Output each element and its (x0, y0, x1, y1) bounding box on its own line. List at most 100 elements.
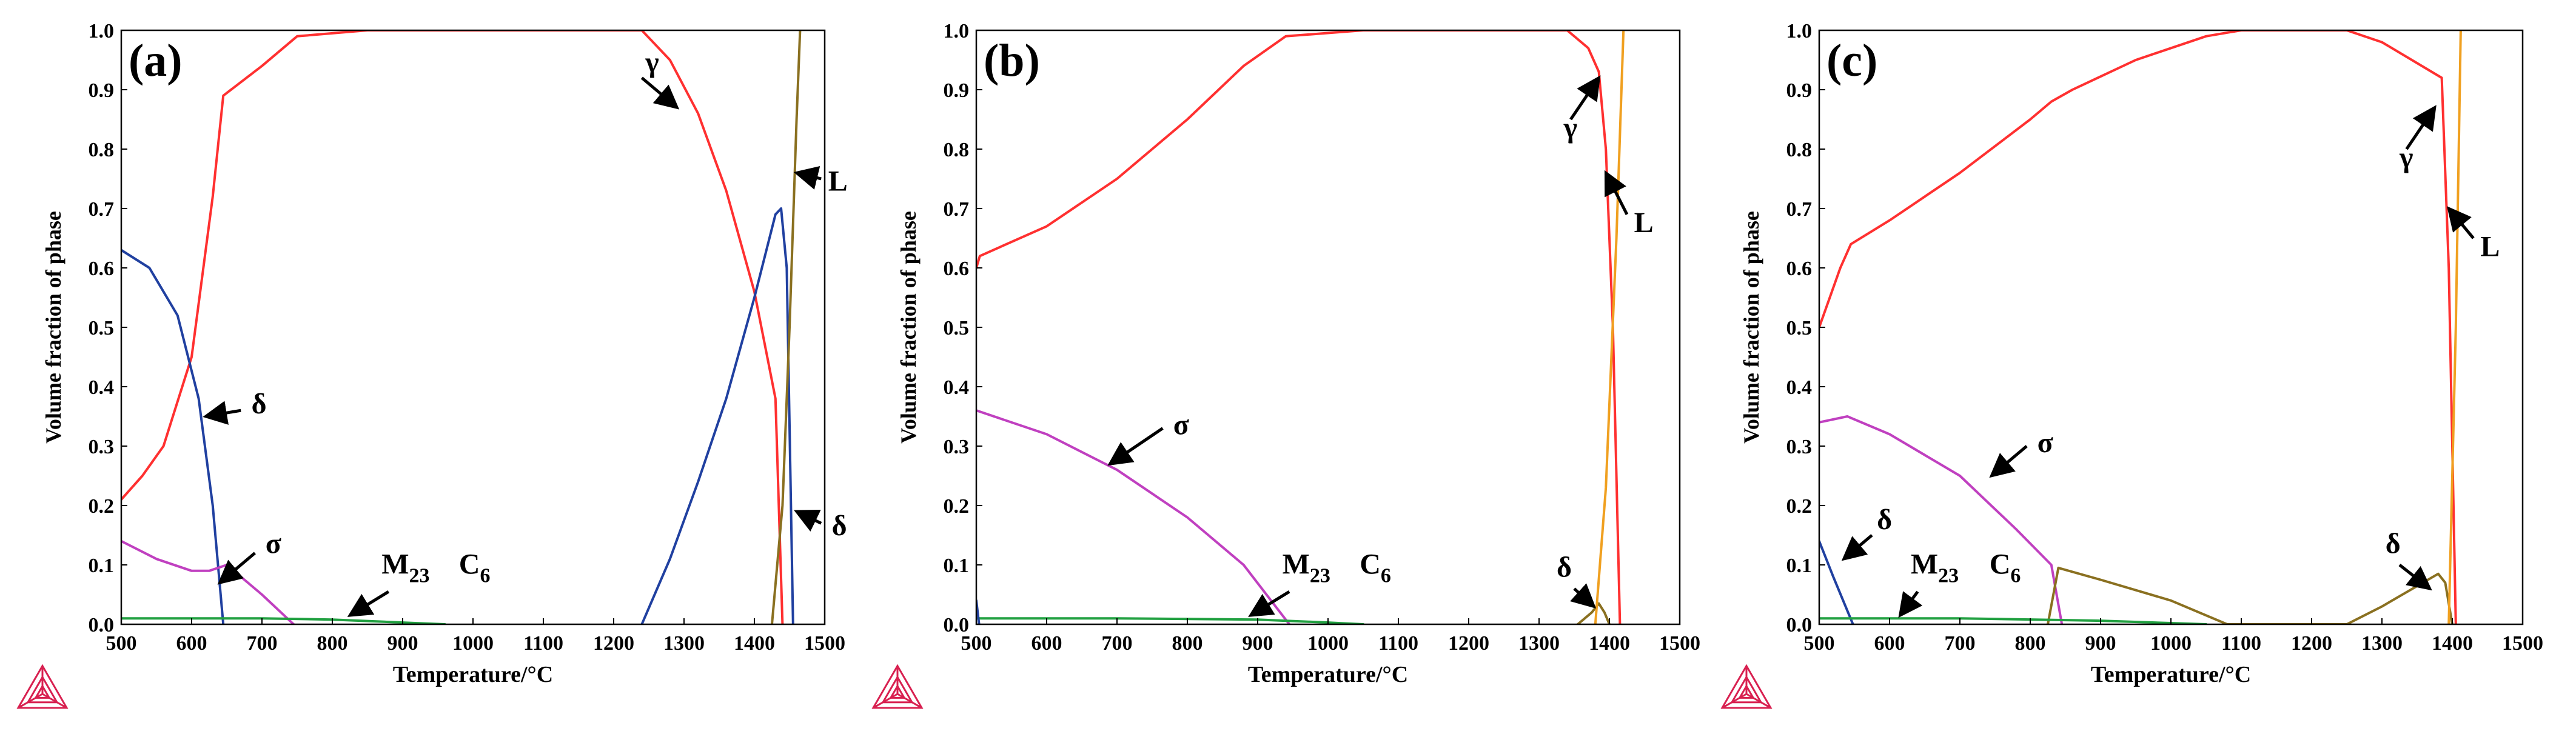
annotation-subscript: 23 (1310, 565, 1330, 587)
x-tick-label: 1100 (523, 632, 563, 655)
x-tick-label: 600 (176, 632, 207, 655)
y-tick-label: 0.1 (1786, 555, 1813, 577)
x-tick-label: 500 (106, 632, 137, 655)
x-tick-label: 800 (317, 632, 348, 655)
y-tick-label: 1.0 (1786, 20, 1813, 42)
annotation-arrow (640, 76, 680, 110)
series-line (121, 249, 225, 624)
logo-spoke (18, 693, 43, 709)
annotation-arrow (1569, 75, 1601, 121)
x-tick-label: 1000 (2150, 632, 2192, 655)
x-tick-label: 800 (1172, 632, 1203, 655)
x-tick-label: 600 (1031, 632, 1062, 655)
phase-annotation: γ (645, 47, 659, 79)
annotation-arrow (794, 510, 822, 532)
y-tick-label: 0.2 (1786, 495, 1813, 518)
chart-panel-b: 500 600 700 800 900 1000 1100 1200 1300 1400 1500 0… (896, 20, 1700, 687)
phase-annotation: C6 (1990, 549, 2021, 587)
phase-annotation: γ (2399, 141, 2413, 173)
logo-spoke (42, 693, 67, 709)
phase-annotation: L (1634, 207, 1654, 239)
phase-annotation: σ (2038, 427, 2053, 459)
annotation-text: δ (252, 388, 267, 420)
y-tick-label: 0.0 (1786, 614, 1813, 636)
x-tick-label: 1100 (1378, 632, 1418, 655)
plot-frame (120, 29, 826, 626)
phase-annotation: σ (1173, 409, 1189, 441)
x-tick-label: 700 (1102, 632, 1133, 655)
x-tick-label: 700 (247, 632, 278, 655)
x-tick-label: 1200 (2291, 632, 2332, 655)
logo-triangle-outer (1720, 664, 1773, 709)
series-line (976, 617, 1364, 624)
y-tick-label: 0.9 (944, 79, 970, 102)
phase-annotation: C6 (459, 549, 491, 587)
x-tick-label: 500 (961, 632, 992, 655)
annotation-text: σ (2038, 427, 2053, 459)
phase-annotation: δ (2386, 527, 2401, 559)
y-tick-label: 1.0 (89, 20, 115, 42)
annotation-arrow (1248, 590, 1290, 617)
logo-triangle-core (889, 684, 906, 699)
annotation-arrow (217, 552, 257, 585)
chart-panel-c: 500 600 700 800 900 1000 1100 1200 1300 1400 1500 0… (1739, 20, 2543, 687)
phase-annotation: L (2480, 230, 2500, 262)
annotation-text: δ (1877, 504, 1892, 536)
annotation-text: δ (1557, 552, 1572, 584)
x-tick-label: 700 (1945, 632, 1976, 655)
phase-annotation: σ (266, 527, 281, 559)
annotation-arrow (793, 165, 822, 190)
annotation-text: L (828, 165, 848, 198)
annotation-text: L (2480, 230, 2500, 262)
series-line (1594, 30, 1625, 624)
x-axis-label: Temperature/°C (1248, 662, 1408, 687)
logo-triangle-inner (1730, 675, 1763, 704)
y-tick-label: 0.5 (89, 317, 115, 339)
logo-spoke (873, 693, 898, 709)
x-tick-label: 900 (387, 632, 418, 655)
annotation-text: δ (2386, 527, 2401, 559)
series-line (1819, 617, 2207, 624)
series-line (1576, 602, 1611, 624)
series-line (121, 30, 784, 624)
logo-triangle-inner (881, 675, 914, 704)
series-line (2047, 566, 2454, 624)
y-tick-label: 0.8 (89, 139, 115, 161)
logo-triangle-outer (16, 664, 69, 709)
y-tick-label: 0.3 (944, 436, 970, 458)
x-tick-label: 600 (1874, 632, 1905, 655)
y-tick-label: 0.5 (1786, 317, 1813, 339)
phase-annotation: δ (832, 510, 847, 542)
annotation-text: γ (1563, 112, 1577, 144)
x-tick-label: 900 (1243, 632, 1273, 655)
panel-label: (b) (984, 35, 1040, 86)
y-tick-label: 0.4 (1786, 376, 1813, 399)
y-tick-label: 0.8 (1786, 139, 1813, 161)
annotation-subscript: 6 (1381, 565, 1391, 587)
logo-triangle-core (34, 684, 51, 699)
x-tick-label: 1500 (804, 632, 845, 655)
x-tick-label: 1400 (1589, 632, 1630, 655)
annotation-arrow (1841, 534, 1873, 561)
y-tick-label: 0.1 (89, 555, 115, 577)
logo-spoke (1746, 693, 1771, 709)
y-tick-label: 0.3 (1786, 436, 1813, 458)
phase-annotation: δ (1877, 504, 1892, 536)
annotation-arrow (1604, 170, 1629, 215)
y-tick-label: 0.9 (89, 79, 115, 102)
phase-annotation: γ (1563, 112, 1577, 144)
annotation-subscript: 23 (409, 565, 430, 587)
x-tick-label: 1200 (593, 632, 634, 655)
phase-annotation: M23 (381, 549, 429, 587)
phase-annotation: δ (1557, 552, 1572, 584)
y-tick-label: 0.2 (89, 495, 115, 518)
series-line (121, 539, 295, 624)
phase-annotation: M23 (1911, 549, 1959, 587)
annotation-arrow (1898, 590, 1923, 618)
annotation-subscript: 6 (480, 565, 490, 587)
phase-annotation: L (828, 165, 848, 198)
annotation-text: C (1360, 549, 1381, 581)
y-tick-label: 0.7 (89, 198, 115, 221)
series-line (2447, 30, 2462, 624)
